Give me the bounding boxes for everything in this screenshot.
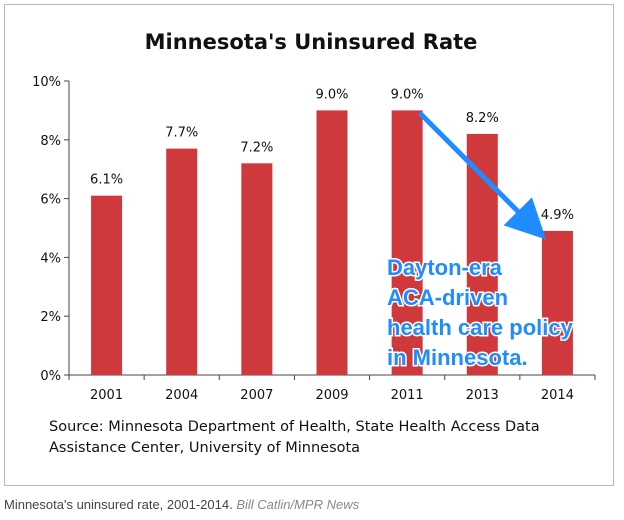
source-note: Source: Minnesota Department of Health, … [49,419,540,456]
bar-2011 [391,110,423,376]
bar-2007 [241,163,273,375]
plot-area: 0% 2% 4% 6% 8% 10% 6.1% 2001 7.7% 2004 7.2% 2007 9.0… [32,75,596,403]
chart-title: Minnesota's Uninsured Rate [145,30,478,54]
y-tick-label: 8% [40,134,61,149]
annotation-text-line: in Minnesota. [387,345,528,370]
image-caption: Minnesota's uninsured rate, 2001-2014. B… [4,497,359,512]
x-tick-label-2001: 2001 [90,388,123,403]
caption-text: Minnesota's uninsured rate, 2001-2014. [4,497,233,512]
bar-2001 [91,195,123,375]
data-label-2004: 7.7% [165,126,198,141]
x-tick-label-2009: 2009 [315,388,348,403]
x-tick-label-2004: 2004 [165,388,198,403]
caption-credit: Bill Catlin/MPR News [236,497,360,512]
y-tick-label: 10% [32,75,61,90]
x-tick-label-2011: 2011 [391,388,424,403]
bar-2014 [541,230,573,375]
bar-chart: Minnesota's Uninsured Rate 0% 2% 4% 6% 8% 10%… [32,30,596,403]
annotation-text-line: Dayton-era [387,255,503,280]
data-label-2011: 9.0% [391,87,424,102]
y-tick-label: 0% [40,369,61,384]
data-label-2009: 9.0% [315,87,348,102]
y-tick-label: 2% [40,310,61,325]
data-label-2001: 6.1% [90,173,123,188]
chart-frame: Minnesota's Uninsured Rate 0% 2% 4% 6% 8% 10%… [4,4,614,486]
annotation-text-line: ACA-driven [387,285,508,310]
data-label-2013: 8.2% [466,111,499,126]
y-tick-label: 4% [40,251,61,266]
annotation-arrow [418,111,547,240]
data-label-2014: 4.9% [541,208,574,223]
data-label-2007: 7.2% [240,140,273,155]
x-tick-label-2013: 2013 [466,388,499,403]
bar-2009 [316,110,348,376]
bar-2004 [166,148,198,375]
x-tick-label-2014: 2014 [541,388,574,403]
x-tick-label-2007: 2007 [240,388,273,403]
y-tick-label: 6% [40,193,61,208]
annotation-text-line: health care policy [387,315,574,340]
